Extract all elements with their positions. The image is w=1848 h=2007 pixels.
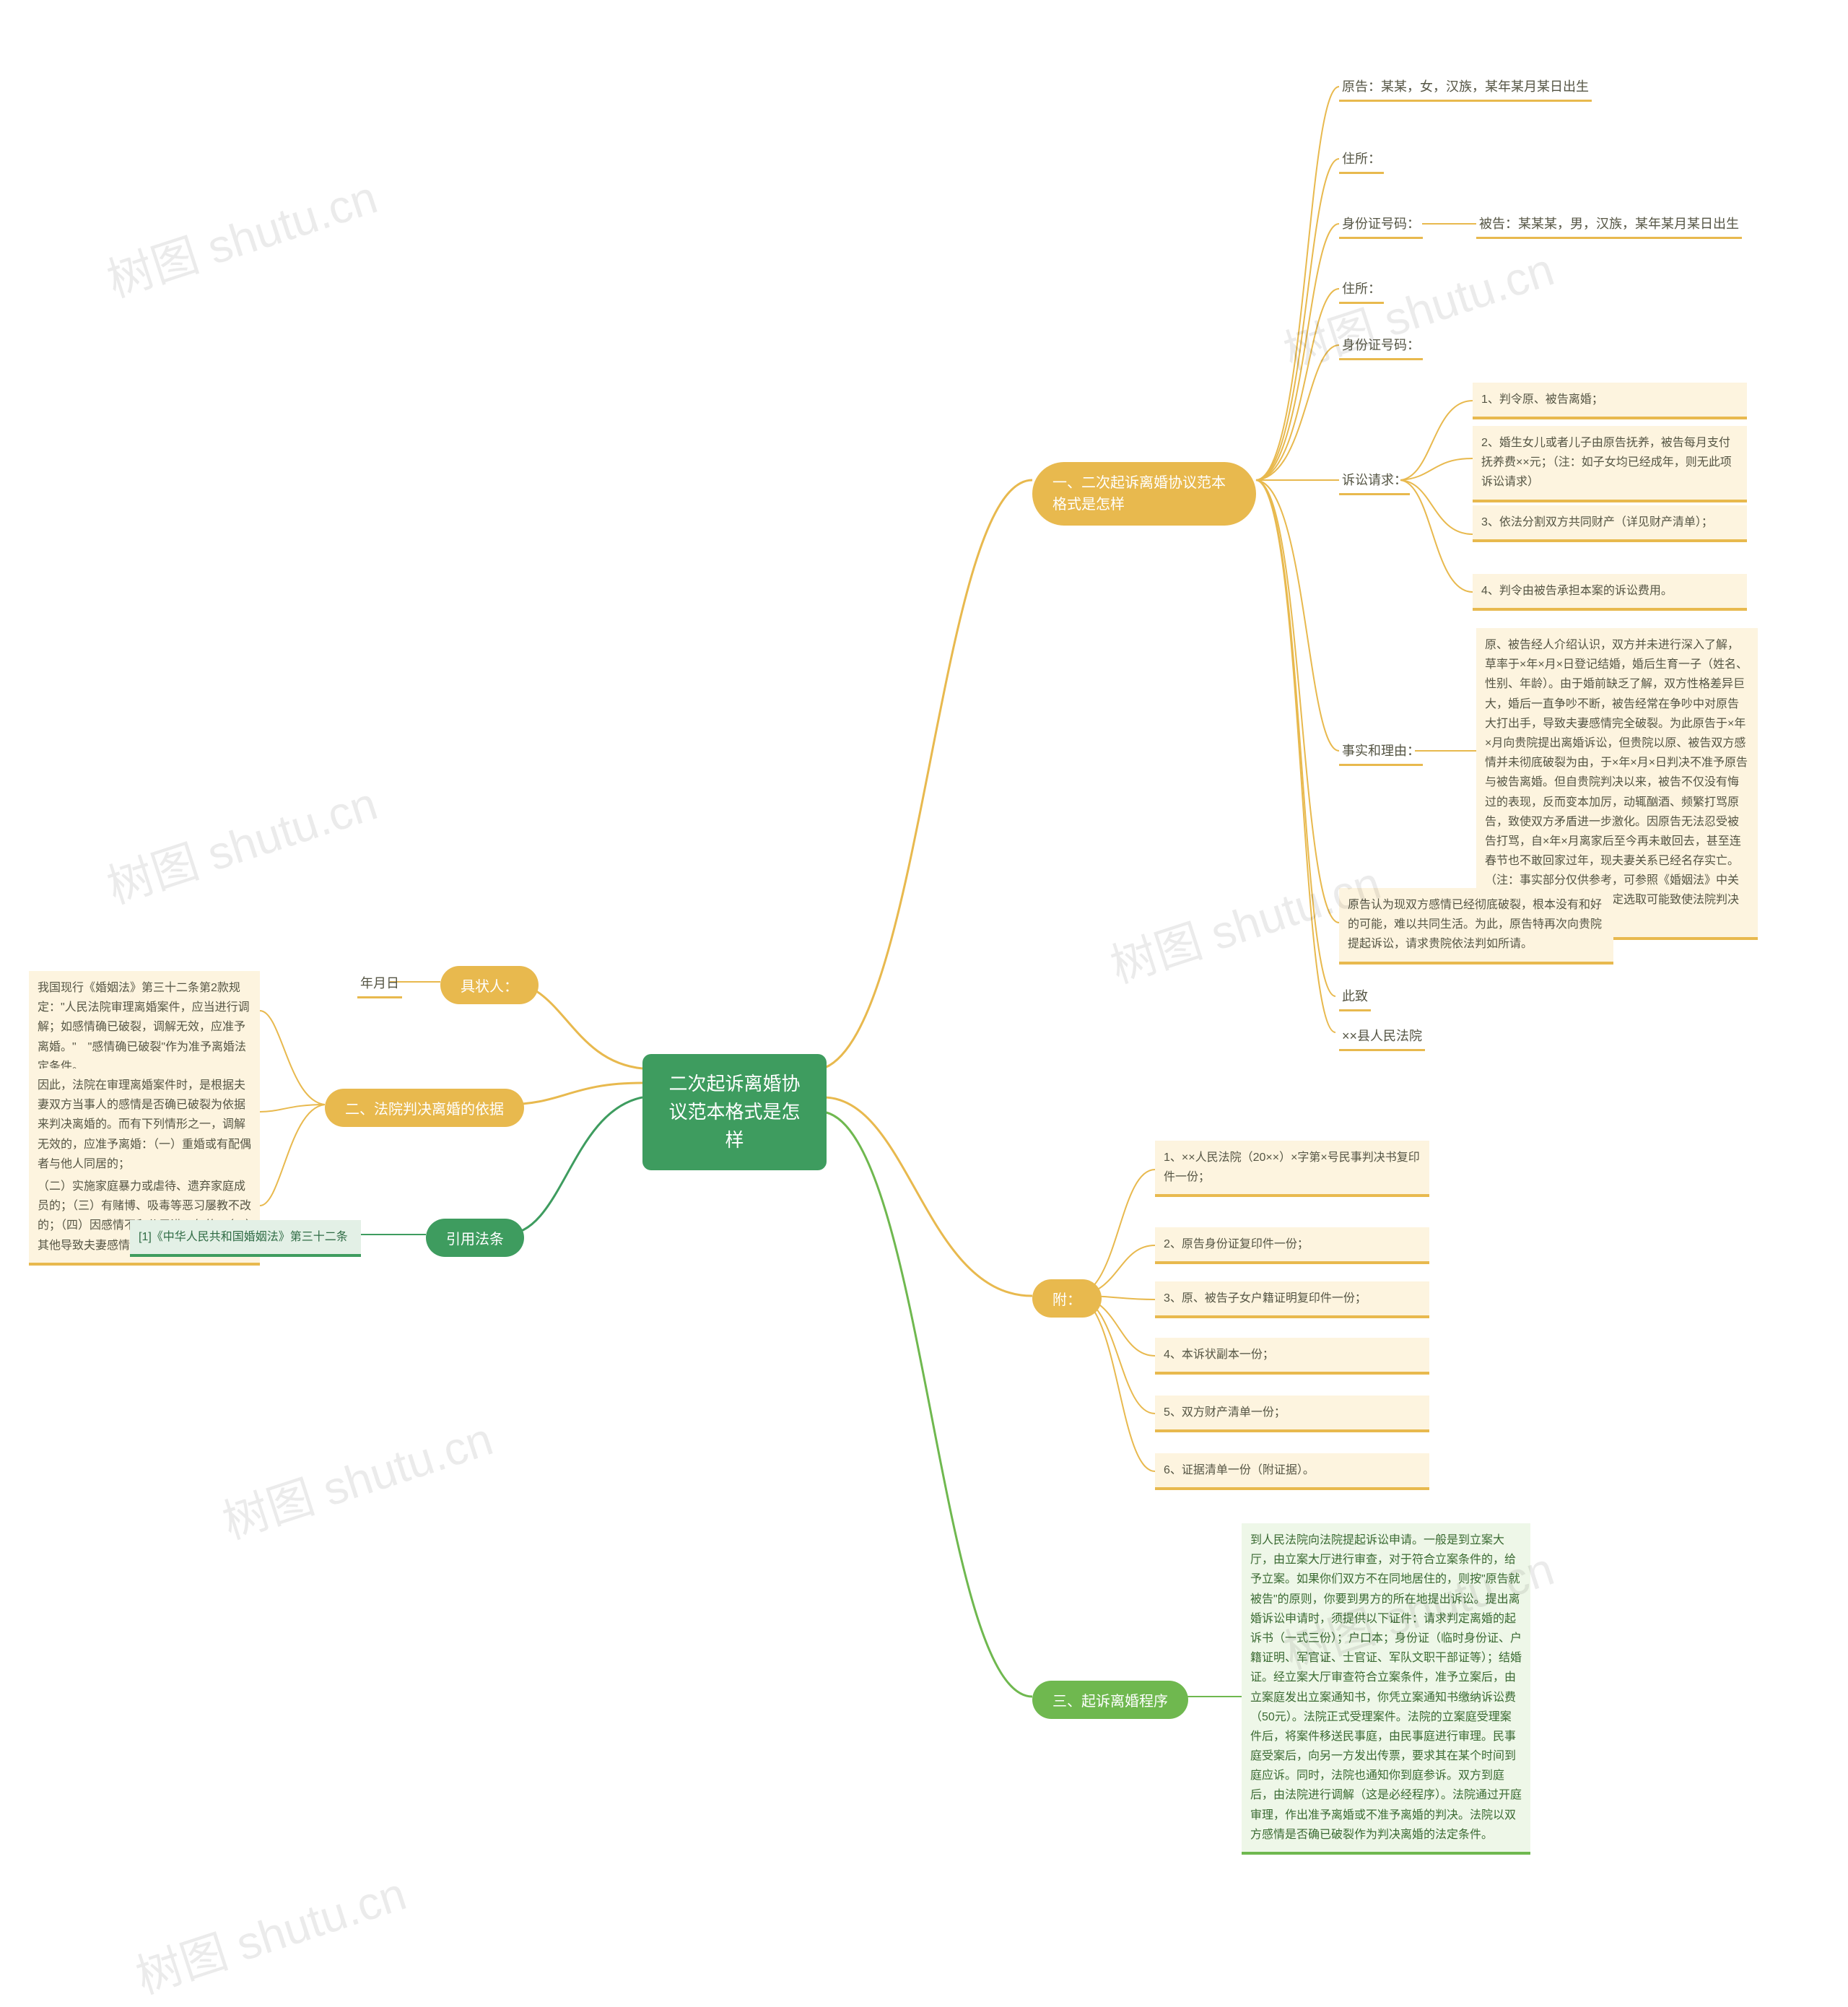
claim-3: 3、依法分割双方共同财产（详见财产清单）； bbox=[1473, 505, 1747, 542]
attach-3: 3、原、被告子女户籍证明复印件一份； bbox=[1155, 1281, 1429, 1318]
plaintiff: 原告：某某，女，汉族，某年某月某日出生 bbox=[1339, 72, 1592, 102]
addr2: 住所： bbox=[1339, 274, 1384, 304]
root-node[interactable]: 二次起诉离婚协议范本格式是怎样 bbox=[642, 1054, 827, 1170]
b4-ref: [1]《中华人民共和国婚姻法》第三十二条 bbox=[130, 1220, 361, 1257]
b2-p2: 因此，法院在审理离婚案件时，是根据夫妻双方当事人的感情是否确已破裂为依据来判决离… bbox=[29, 1068, 260, 1184]
defendant: 被告：某某某，男，汉族，某年某月某日出生 bbox=[1476, 209, 1742, 239]
id2: 身份证号码： bbox=[1339, 331, 1423, 360]
cigu: 此致 bbox=[1339, 982, 1371, 1011]
claim-2: 2、婚生女儿或者儿子由原告抚养，被告每月支付抚养费××元；（注：如子女均已经成年… bbox=[1473, 426, 1747, 502]
attach-6: 6、证据清单一份（附证据）。 bbox=[1155, 1453, 1429, 1490]
branch-1[interactable]: 一、二次起诉离婚协议范本格式是怎样 bbox=[1032, 462, 1256, 526]
id-label: 身份证号码： bbox=[1339, 209, 1423, 239]
court: ××县人民法院 bbox=[1339, 1022, 1425, 1051]
submitter[interactable]: 具状人： bbox=[440, 966, 539, 1004]
conclusion: 原告认为现双方感情已经彻底破裂，根本没有和好的可能，难以共同生活。为此，原告特再… bbox=[1339, 888, 1613, 965]
claim-4: 4、判令由被告承担本案的诉讼费用。 bbox=[1473, 574, 1747, 611]
watermark: 树图 shutu.cn bbox=[97, 160, 384, 310]
attach-title[interactable]: 附： bbox=[1032, 1279, 1102, 1318]
claim-1: 1、判令原、被告离婚； bbox=[1473, 383, 1747, 419]
addr1: 住所： bbox=[1339, 144, 1384, 174]
attach-2: 2、原告身份证复印件一份； bbox=[1155, 1227, 1429, 1264]
b3-text: 到人民法院向法院提起诉讼申请。一般是到立案大厅，由立案大厅进行审查，对于符合立案… bbox=[1242, 1523, 1530, 1855]
branch-3[interactable]: 三、起诉离婚程序 bbox=[1032, 1681, 1188, 1719]
facts-label: 事实和理由： bbox=[1339, 736, 1423, 766]
date: 年月日 bbox=[357, 969, 402, 998]
attach-1: 1、××人民法院（20××）×字第×号民事判决书复印件一份； bbox=[1155, 1141, 1429, 1197]
branch-2[interactable]: 二、法院判决离婚的依据 bbox=[325, 1089, 524, 1127]
attach-4: 4、本诉状副本一份； bbox=[1155, 1338, 1429, 1375]
branch-4[interactable]: 引用法条 bbox=[426, 1219, 524, 1257]
claims-label: 诉讼请求： bbox=[1339, 466, 1410, 495]
watermark: 树图 shutu.cn bbox=[97, 767, 384, 916]
watermark: 树图 shutu.cn bbox=[213, 1402, 500, 1551]
watermark: 树图 shutu.cn bbox=[126, 1857, 413, 2006]
attach-5: 5、双方财产清单一份； bbox=[1155, 1396, 1429, 1432]
